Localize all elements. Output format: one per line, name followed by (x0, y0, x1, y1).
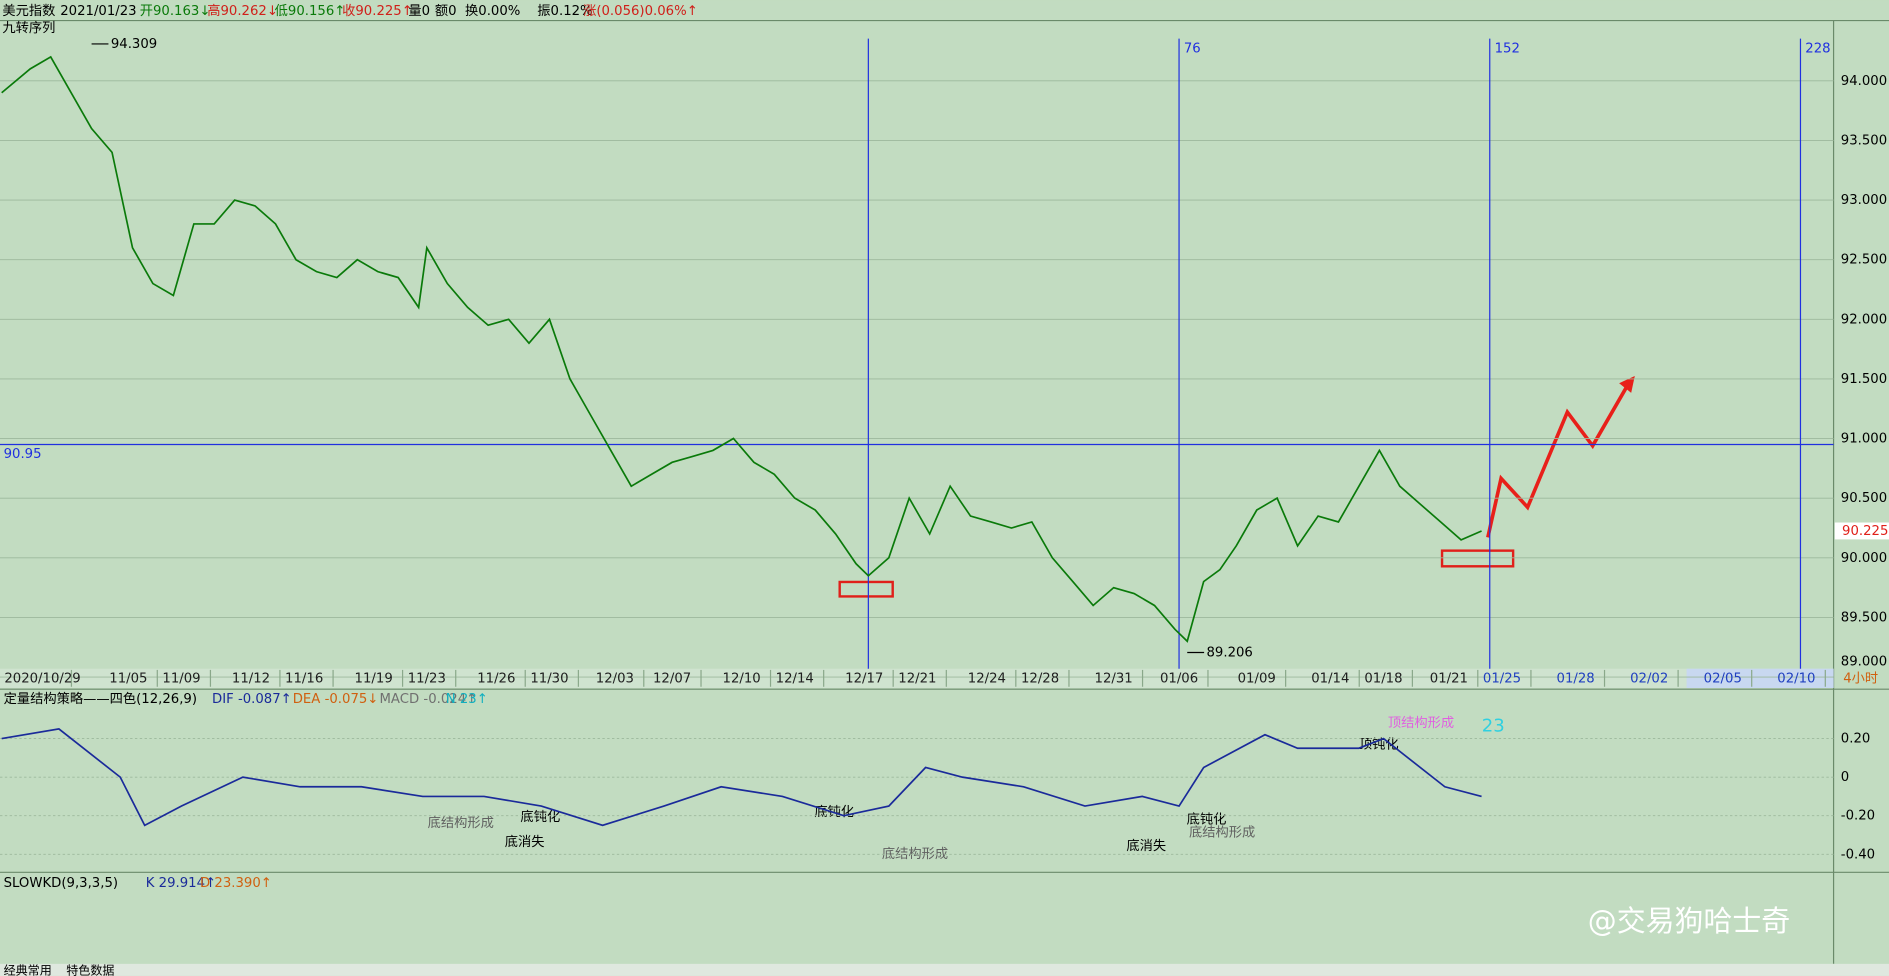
h-line-label: 90.95 (4, 447, 42, 462)
x-tick-label: 12/14 (776, 671, 814, 686)
y-tick-label: 90.500 (1841, 491, 1887, 506)
future-dates (1686, 668, 1834, 688)
x-tick-label: 01/09 (1238, 671, 1276, 686)
series-line (1, 728, 1482, 827)
annotation: 底消失 (1126, 838, 1166, 854)
tab[interactable]: 特色数据 (66, 963, 114, 976)
x-tick-label: 11/05 (109, 671, 147, 686)
x-tick-label: 11/26 (477, 671, 515, 686)
y-tick-label: 93.000 (1841, 193, 1887, 208)
d-label: D 23.390↑ (200, 876, 272, 891)
x-tick-label: 12/03 (596, 671, 634, 686)
x-tick-label: 02/02 (1630, 671, 1668, 686)
x-tick-label: 12/31 (1095, 671, 1133, 686)
high: 高90.262↓ (207, 2, 278, 19)
k-label: K 29.914↑ (146, 876, 216, 891)
annotation: 底钝化 (520, 809, 560, 825)
tab[interactable]: 经典常用 (4, 964, 52, 976)
x-tick-label: 11/16 (285, 671, 323, 686)
watermark: @交易狗哈士奇 (1588, 904, 1790, 938)
x-tick-label: 12/07 (653, 671, 691, 686)
x-tick-label: 11/12 (232, 671, 270, 686)
x-tick-label: 12/21 (898, 671, 936, 686)
dif-label: DIF -0.087↑ (212, 692, 292, 707)
last-price-box (1834, 522, 1889, 540)
amount: 额0 (435, 3, 457, 19)
n-label: N 23↑ (446, 692, 488, 707)
cycle-label: 228 (1805, 41, 1830, 56)
x-tick-label: 01/06 (1160, 671, 1198, 686)
indicator-name: 九转序列 (2, 20, 55, 36)
turnover: 换0.00% (465, 3, 520, 19)
projection-arrow (1486, 382, 1631, 538)
annotation: 顶钝化 (1359, 737, 1399, 753)
extreme-label: 89.206 (1207, 645, 1253, 660)
y-tick-label: 92.500 (1841, 253, 1887, 268)
low: 低90.156↑ (275, 3, 346, 19)
y-tick-label: 91.500 (1841, 372, 1887, 387)
y-tick-label: 0 (1841, 770, 1849, 785)
dea-label: DEA -0.075↓ (293, 692, 379, 707)
x-tick-label: 12/24 (968, 671, 1006, 686)
x-tick-label: 02/05 (1704, 671, 1742, 686)
y-tick-label: 91.000 (1841, 432, 1887, 447)
x-tick-label: 01/28 (1557, 671, 1595, 686)
x-tick-label: 11/30 (530, 671, 568, 686)
annotation: 顶结构形成 (1388, 715, 1454, 731)
x-tick-label: 02/10 (1777, 671, 1815, 686)
annotation: 底消失 (505, 834, 545, 850)
x-tick-label: 01/14 (1311, 671, 1349, 686)
x-tick-label: 12/28 (1021, 671, 1059, 686)
highlight-box (838, 580, 894, 598)
arrow-head (1619, 375, 1635, 393)
x-tick-label: 12/17 (845, 671, 883, 686)
cycle-label: 152 (1495, 41, 1520, 56)
y-tick-label: 0.20 (1841, 732, 1871, 747)
symbol: 美元指数 (2, 3, 55, 19)
date-axis (0, 668, 1834, 688)
y-tick-label: 89.500 (1841, 610, 1887, 625)
x-tick-label: 11/09 (162, 671, 200, 686)
kd-title: SLOWKD(9,3,3,5) (4, 876, 118, 891)
extreme-label: 94.309 (111, 37, 157, 52)
highlight-box (1440, 549, 1515, 568)
open: 开90.163↓ (140, 4, 211, 19)
x-tick-label: 12/10 (723, 671, 761, 686)
y-tick-label: 90.000 (1841, 551, 1887, 566)
x-tick-label: 11/23 (408, 671, 446, 686)
cycle-label: 76 (1184, 41, 1201, 56)
x-tick-label: 11/19 (355, 671, 393, 686)
y-tick-label: 89.000 (1841, 654, 1887, 669)
period-label: 4小时 (1843, 670, 1878, 686)
last-price-label: 90.225 (1842, 524, 1888, 539)
y-tick-label: -0.40 (1841, 847, 1875, 862)
macd-label: MACD -0.024↑ (379, 692, 477, 707)
series-line (1, 55, 1482, 643)
x-tick-label: 2020/10/29 (4, 671, 80, 686)
annotation: 23 (1482, 716, 1505, 737)
tab-bar (0, 963, 1889, 976)
x-tick-label: 01/21 (1430, 671, 1468, 686)
y-tick-label: -0.20 (1841, 809, 1875, 824)
y-tick-label: 92.000 (1841, 312, 1887, 327)
close: 收90.225↑ (342, 3, 413, 19)
macd-title: 定量结构策略——四色(12,26,9) (4, 690, 197, 707)
volume: 量0 (408, 3, 430, 19)
y-tick-label: 93.500 (1841, 133, 1887, 148)
annotation: 底结构形成 (428, 815, 494, 831)
annotation: 底结构形成 (882, 846, 948, 862)
change: 涨(0.056)0.06%↑ (583, 3, 698, 19)
amplitude: 振0.12% (537, 3, 592, 19)
annotation: 底结构形成 (1189, 825, 1255, 841)
x-tick-label: 01/18 (1364, 671, 1402, 686)
date: 2021/01/23 (60, 4, 136, 19)
x-tick-label: 01/25 (1483, 671, 1521, 686)
y-tick-label: 94.000 (1841, 74, 1887, 89)
